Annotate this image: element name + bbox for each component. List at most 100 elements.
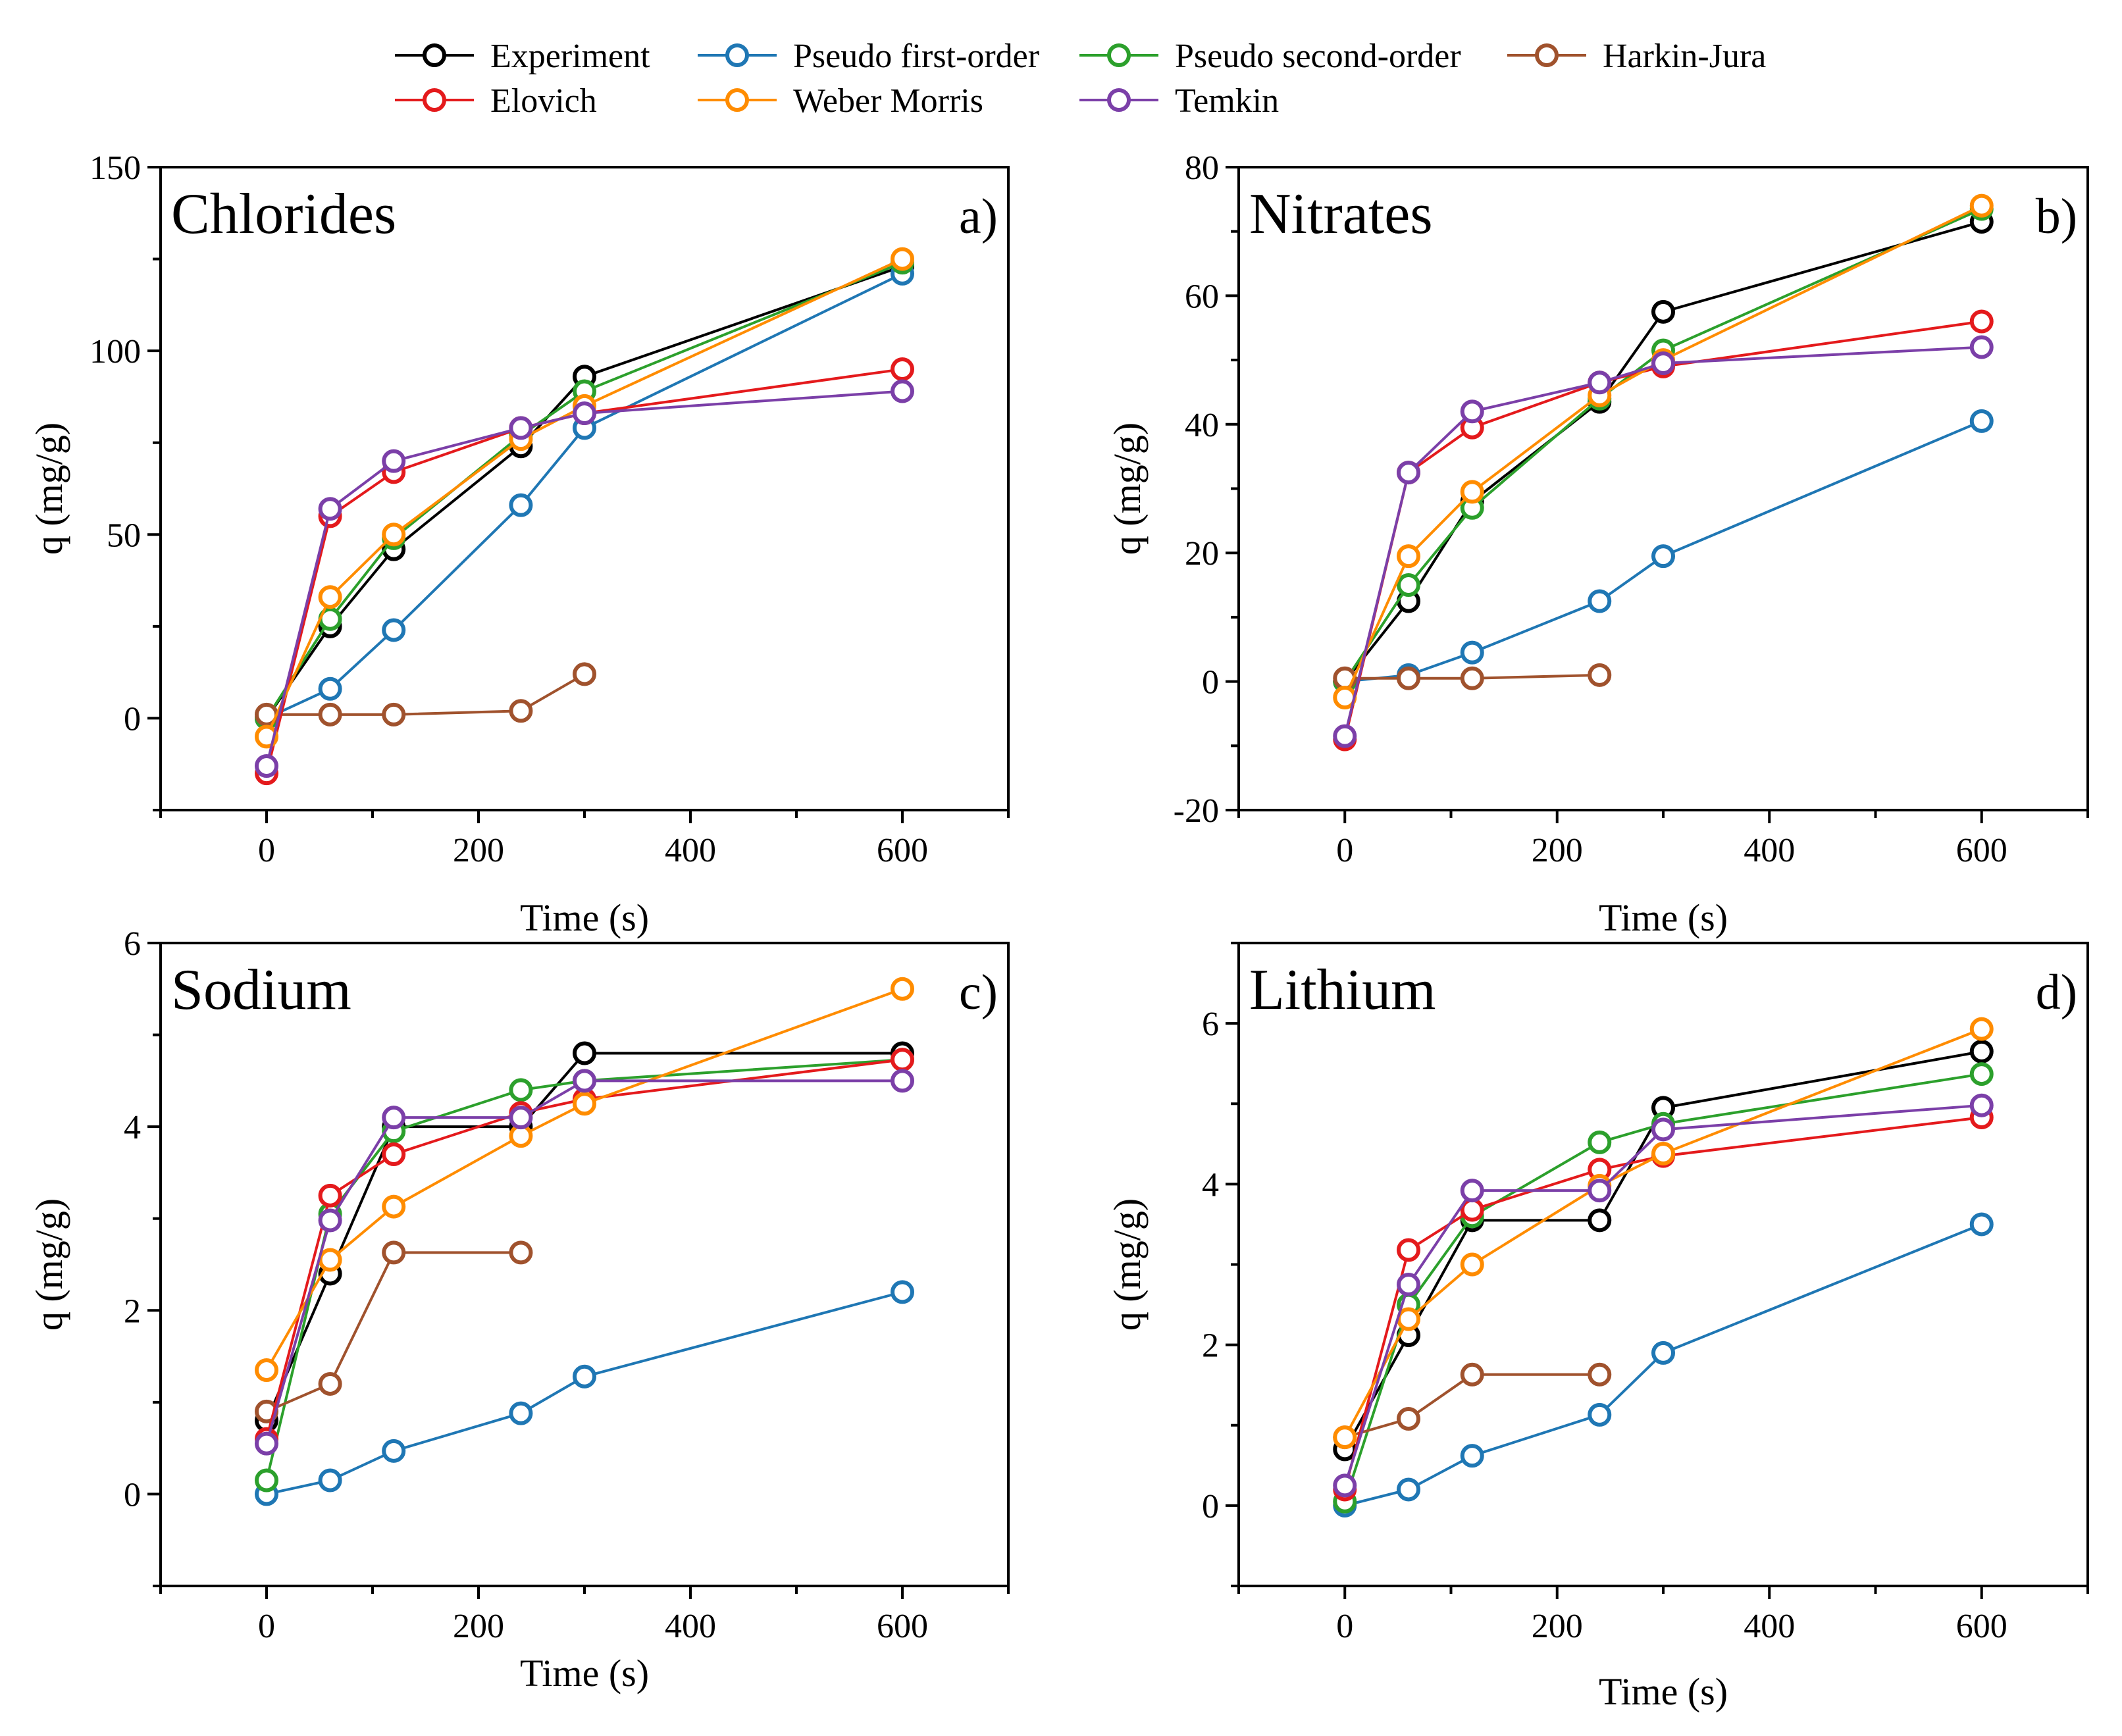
data-point-weber-morris <box>382 523 406 547</box>
legend-marker-harkin-jura <box>1535 43 1559 67</box>
data-point-temkin <box>573 401 596 426</box>
series-line-weber-morris <box>265 987 903 1371</box>
x-tick-label: 200 <box>453 1608 504 1645</box>
legend-item-pseudo-first-order: Pseudo first-order <box>698 38 1039 75</box>
legend-label-pseudo-second-order: Pseudo second-order <box>1175 38 1461 75</box>
data-point-temkin <box>509 416 533 440</box>
data-point-temkin <box>1460 1179 1484 1203</box>
y-tick-label: 60 <box>1185 278 1219 315</box>
series-line-elovich <box>265 368 903 774</box>
series-temkin <box>1333 1093 1994 1498</box>
series-weber-morris <box>255 977 914 1383</box>
y-tick-label: 40 <box>1185 407 1219 444</box>
y-tick-label: 6 <box>124 925 141 963</box>
series-line-temkin <box>265 1079 902 1444</box>
legend-item-elovich: Elovich <box>395 82 597 120</box>
data-point-temkin <box>573 1069 596 1093</box>
series-line-harkin-jura <box>1345 673 1600 680</box>
data-point-temkin <box>1460 399 1484 424</box>
x-axis-label: Time (s) <box>1599 1670 1728 1713</box>
x-tick-label: 600 <box>877 1608 928 1645</box>
series-line-weber-morris <box>1343 204 1982 698</box>
x-tick-label: 200 <box>1532 832 1583 869</box>
data-point-weber-morris <box>1333 1425 1357 1450</box>
data-point-pseudo-first-order <box>1969 1212 1994 1237</box>
data-point-elovich <box>318 1183 342 1208</box>
data-point-weber-morris <box>318 585 342 609</box>
y-tick-label: 0 <box>124 1476 141 1514</box>
legend-marker-weber-morris <box>725 88 749 112</box>
panel-letter: b) <box>2036 189 2077 244</box>
data-point-temkin <box>1397 461 1420 485</box>
panel-lithium: 0 200 400 600 0 2 4 6 Time (s) q (mg/g) Lithium d) <box>1106 942 2089 1713</box>
x-tick-label: 0 <box>1336 1608 1353 1645</box>
data-point-pseudo-second-order <box>509 1078 533 1102</box>
x-tick-label: 600 <box>877 832 928 869</box>
data-point-harkin-jura <box>509 699 533 723</box>
data-point-pseudo-first-order <box>509 493 533 517</box>
y-tick-label: -20 <box>1174 792 1219 830</box>
data-point-harkin-jura <box>573 662 596 686</box>
data-point-experiment <box>573 1041 596 1065</box>
data-point-pseudo-first-order <box>1651 1340 1675 1365</box>
series-line-pseudo-first-order <box>266 1290 903 1496</box>
panel-nitrates: 0 200 400 600 -20 0 20 40 60 80 Time (s) q (mg/g) Ni… <box>1106 149 2089 939</box>
series-experiment <box>1333 1039 1994 1462</box>
data-point-pseudo-first-order <box>318 677 342 701</box>
data-point-weber-morris <box>1397 544 1420 569</box>
series-pseudo-first-order <box>255 1280 914 1506</box>
data-point-temkin <box>255 754 278 779</box>
panel-chlorides: 0 200 400 600 0 50 100 150 Time (s) q (mg/g) Chlor… <box>28 149 1010 939</box>
series-harkin-jura <box>1333 663 1612 690</box>
series-line-temkin <box>265 390 903 767</box>
y-tick-label: 6 <box>1202 1006 1219 1043</box>
x-tick-label: 400 <box>665 1608 716 1645</box>
data-point-harkin-jura <box>382 702 406 727</box>
series-harkin-jura <box>255 662 596 727</box>
data-point-pseudo-second-order <box>1588 1130 1612 1154</box>
panel-title: Sodium <box>171 958 351 1022</box>
data-point-elovich <box>382 1142 406 1167</box>
series-line-harkin-jura <box>266 1251 521 1413</box>
x-axis-label: Time (s) <box>1599 896 1728 939</box>
series-line-elovich <box>1343 1116 1982 1490</box>
data-point-pseudo-first-order <box>382 1439 406 1463</box>
legend-item-harkin-jura: Harkin-Jura <box>1507 38 1766 75</box>
x-tick-label: 200 <box>1532 1608 1583 1645</box>
data-point-weber-morris <box>318 1248 342 1272</box>
panel-letter: c) <box>959 965 998 1020</box>
panel-letter: a) <box>959 189 998 244</box>
y-tick-label: 4 <box>1202 1166 1219 1204</box>
series-line-temkin <box>1343 345 1982 737</box>
data-point-weber-morris <box>1651 1141 1675 1165</box>
data-point-temkin <box>318 497 342 521</box>
x-axis-label: Time (s) <box>520 896 649 939</box>
data-point-pseudo-first-order <box>573 1364 596 1389</box>
series-line-experiment <box>265 1052 902 1421</box>
data-point-weber-morris <box>382 1194 406 1219</box>
data-point-temkin <box>318 1208 342 1233</box>
series-line-weber-morris <box>265 257 903 738</box>
data-point-harkin-jura <box>1588 663 1612 687</box>
legend-item-experiment: Experiment <box>395 38 650 75</box>
data-point-experiment <box>1588 1208 1612 1233</box>
legend-label-elovich: Elovich <box>490 82 597 120</box>
data-point-pseudo-first-order <box>1460 1444 1484 1468</box>
data-point-temkin <box>255 1431 278 1456</box>
legend-marker-temkin <box>1107 88 1131 112</box>
data-point-weber-morris <box>1969 1017 1994 1041</box>
data-point-elovich <box>1969 309 1994 334</box>
y-tick-label: 150 <box>90 149 141 187</box>
y-tick-label: 2 <box>124 1292 141 1330</box>
x-tick-label: 600 <box>1956 1608 2007 1645</box>
data-point-temkin <box>891 379 914 403</box>
data-point-elovich <box>891 1048 914 1072</box>
legend-label-weber-morris: Weber Morris <box>793 82 983 120</box>
data-point-weber-morris <box>891 977 914 1001</box>
plot-frame <box>1237 166 2089 811</box>
x-tick-label: 0 <box>1336 832 1353 869</box>
legend-marker-pseudo-second-order <box>1107 43 1131 67</box>
data-point-harkin-jura <box>509 1240 533 1265</box>
panel-sodium: 0 200 400 600 0 2 4 6 Time (s) q (mg/g) Sodium c) <box>28 925 1010 1695</box>
